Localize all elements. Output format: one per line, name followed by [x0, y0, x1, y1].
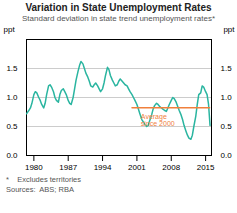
svg-text:0.0: 0.0 — [221, 151, 233, 160]
svg-text:ppt: ppt — [223, 25, 235, 34]
svg-text:ppt: ppt — [4, 25, 16, 34]
svg-text:1.5: 1.5 — [221, 64, 233, 73]
html-text:Variation in State Unemploymen: Variation in State Unemployment Rates — [25, 2, 212, 13]
svg-text:2015: 2015 — [197, 163, 215, 172]
html-text:Sources: ABS; RBA: Sources: ABS; RBA — [6, 185, 74, 194]
svg-text:0.5: 0.5 — [221, 122, 233, 131]
svg-text:2008: 2008 — [162, 163, 180, 172]
svg-text:0.0: 0.0 — [6, 151, 18, 160]
svg-text:1980: 1980 — [25, 163, 43, 172]
svg-text:0.5: 0.5 — [6, 122, 18, 131]
svg-text:1987: 1987 — [59, 163, 77, 172]
svg-text:1.0: 1.0 — [221, 93, 233, 102]
svg-text:2001: 2001 — [128, 163, 146, 172]
svg-text:1.5: 1.5 — [6, 64, 18, 73]
html-text:Standard deviation in state tr: Standard deviation in state trend unempl… — [22, 14, 215, 23]
html-text:* Excludes territories: * Excludes territories — [6, 175, 81, 184]
svg-text:Averagesince 2000: Averagesince 2000 — [141, 113, 175, 127]
svg-text:1.0: 1.0 — [6, 93, 18, 102]
svg-text:1994: 1994 — [94, 163, 112, 172]
